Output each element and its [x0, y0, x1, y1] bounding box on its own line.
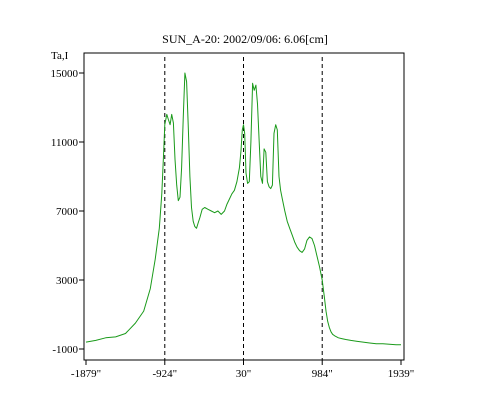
y-tick-label: 7000 [56, 206, 79, 218]
y-tick-label: -1000 [52, 344, 78, 356]
series-line [85, 72, 401, 346]
tick-layer: 15000 11000 7000 3000 -1000 -1879" -924" 30" 984… [51, 68, 415, 380]
x-tick-label: 984" [312, 368, 333, 380]
reference-lines [164, 57, 323, 360]
y-tick-label: 15000 [51, 68, 79, 80]
x-tick-label: 1939" [388, 368, 415, 380]
x-tick-label: 30" [236, 368, 252, 380]
y-tick-label: 11000 [51, 137, 79, 149]
x-tick-label: -924" [152, 368, 177, 380]
y-tick-label: 3000 [56, 275, 79, 287]
chart-title: SUN_A-20: 2002/09/06: 6.06[cm] [162, 32, 328, 46]
x-tick-label: -1879" [71, 368, 101, 380]
y-axis-label: Ta,I [51, 50, 69, 62]
series-layer [85, 72, 401, 346]
